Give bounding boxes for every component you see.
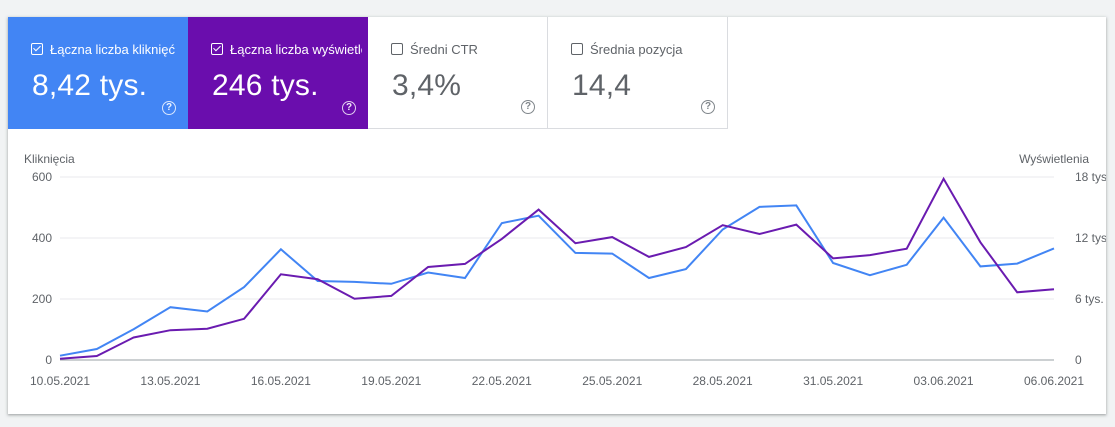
metric-tiles: Łączna liczba kliknięć 8,42 tys. ? Łączn… [8, 17, 728, 129]
help-icon[interactable]: ? [162, 101, 176, 115]
x-tick-label: 31.05.2021 [803, 374, 863, 388]
metric-label: Średni CTR [410, 42, 478, 57]
x-tick-label: 19.05.2021 [361, 374, 421, 388]
x-tick-label: 16.05.2021 [251, 374, 311, 388]
x-tick-label: 03.06.2021 [914, 374, 974, 388]
metric-value: 246 tys. [212, 69, 319, 102]
impressions-series-line [59, 176, 1055, 360]
help-icon[interactable]: ? [701, 100, 715, 114]
metric-label: Łączna liczba wyświetleń [230, 42, 362, 57]
help-icon[interactable]: ? [342, 101, 356, 115]
x-tick-label: 13.05.2021 [140, 374, 200, 388]
right-tick-label: 0 [1075, 353, 1082, 367]
right-tick-label: 6 tys. [1075, 292, 1104, 306]
right-tick-label: 18 tys. [1075, 170, 1106, 184]
clicks-series-line [59, 204, 1055, 357]
metric-tile-position[interactable]: Średnia pozycja 14,4 ? [548, 17, 728, 129]
checkbox-checked-icon[interactable] [31, 43, 43, 55]
checkbox-unchecked-icon[interactable] [571, 43, 583, 55]
metric-value: 3,4% [392, 69, 462, 102]
help-icon[interactable]: ? [521, 100, 535, 114]
x-tick-label: 06.06.2021 [1024, 374, 1084, 388]
left-tick-label: 0 [45, 353, 52, 367]
metric-tile-ctr[interactable]: Średni CTR 3,4% ? [368, 17, 548, 129]
right-tick-label: 12 tys. [1075, 231, 1106, 245]
metric-tile-clicks[interactable]: Łączna liczba kliknięć 8,42 tys. ? [8, 17, 188, 129]
left-tick-label: 400 [32, 231, 52, 245]
x-tick-label: 22.05.2021 [472, 374, 532, 388]
performance-card: Łączna liczba kliknięć 8,42 tys. ? Łączn… [8, 17, 1106, 414]
performance-line-chart: Kliknięcia Wyświetlenia 0 200 400 600 0 6 tys… [24, 152, 1106, 388]
x-tick-label: 28.05.2021 [693, 374, 753, 388]
metric-tile-impressions[interactable]: Łączna liczba wyświetleń 246 tys. ? [188, 17, 368, 129]
checkbox-checked-icon[interactable] [211, 43, 223, 55]
checkbox-unchecked-icon[interactable] [391, 43, 403, 55]
metric-value: 14,4 [572, 69, 632, 102]
left-tick-label: 600 [32, 170, 52, 184]
metric-label: Średnia pozycja [590, 42, 683, 57]
left-axis-title: Kliknięcia [24, 152, 75, 166]
metric-value: 8,42 tys. [32, 69, 148, 102]
metric-label: Łączna liczba kliknięć [50, 42, 176, 57]
left-tick-label: 200 [32, 292, 52, 306]
x-tick-label: 25.05.2021 [582, 374, 642, 388]
x-tick-label: 10.05.2021 [30, 374, 90, 388]
right-axis-title: Wyświetlenia [1019, 152, 1089, 166]
